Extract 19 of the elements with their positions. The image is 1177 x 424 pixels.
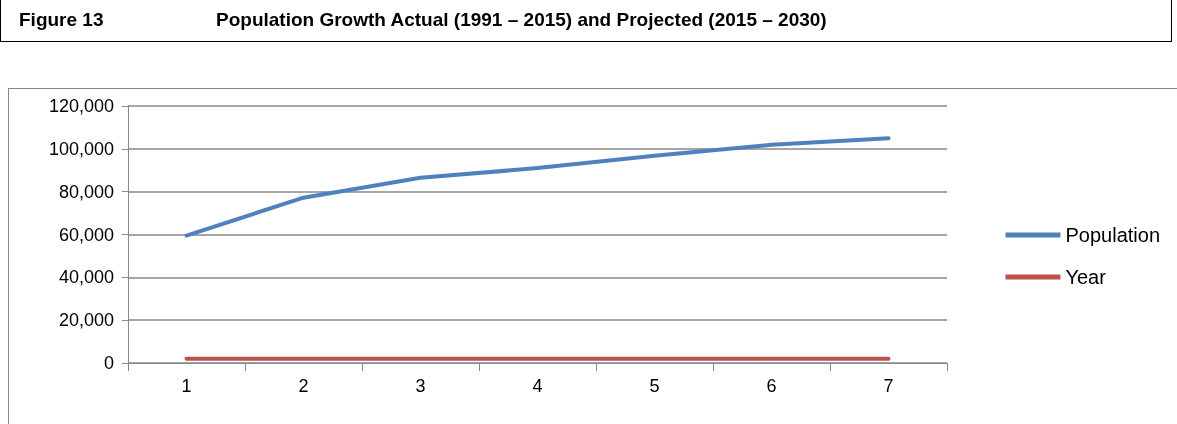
x-tick-label: 7 <box>883 376 894 396</box>
y-tick-label: 0 <box>103 353 114 373</box>
chart-title: Figure 13 <box>19 9 104 31</box>
y-tick-label: 80,000 <box>58 181 114 202</box>
x-tick-label: 1 <box>181 376 192 396</box>
y-tick-label: 60,000 <box>58 224 114 245</box>
x-tick-label: 5 <box>649 376 660 396</box>
x-tick-label: 4 <box>532 376 543 396</box>
y-tick-label: 20,000 <box>58 310 114 331</box>
x-tick-label: 3 <box>415 376 426 396</box>
x-tick-label: 6 <box>766 376 777 396</box>
y-tick-label: 40,000 <box>58 267 114 288</box>
legend-label: Year <box>1065 266 1107 288</box>
y-tick-label: 120,000 <box>48 96 114 116</box>
chart-subtitle: Population Growth Actual (1991 – 2015) and Projected (2015 – 2030) <box>216 9 827 31</box>
legend-label: Population <box>1065 224 1161 246</box>
line-series <box>184 136 891 238</box>
x-tick-label: 2 <box>298 376 309 396</box>
y-tick-label: 100,000 <box>48 138 114 159</box>
